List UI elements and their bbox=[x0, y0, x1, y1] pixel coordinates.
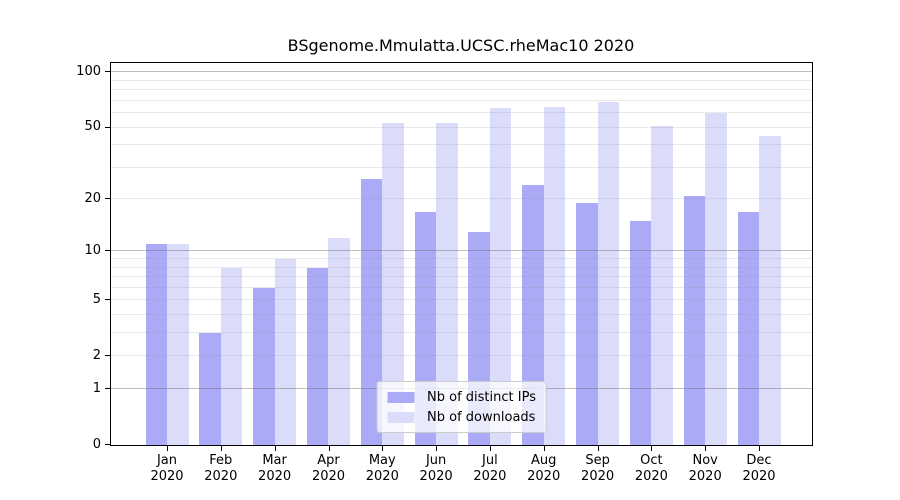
bar-nb-of-downloads-jun bbox=[436, 123, 458, 445]
bar-nb-of-downloads-nov bbox=[705, 113, 727, 445]
x-tick-mark bbox=[220, 446, 222, 451]
x-tick-label: Dec 2020 bbox=[742, 453, 776, 484]
bar-nb-of-distinct-ips-nov bbox=[683, 195, 706, 445]
legend-label-downloads: Nb of downloads bbox=[427, 409, 536, 425]
bar-nb-of-downloads-aug bbox=[543, 106, 566, 445]
x-tick-mark bbox=[489, 446, 491, 451]
x-tick-label: May 2020 bbox=[365, 453, 399, 484]
bars-layer bbox=[111, 63, 812, 445]
chart-title: BSgenome.Mmulatta.UCSC.rheMac10 2020 bbox=[287, 36, 635, 55]
x-tick-label: Apr 2020 bbox=[311, 453, 346, 484]
gridlines-layer bbox=[111, 63, 812, 445]
bar-nb-of-distinct-ips-feb bbox=[199, 333, 221, 445]
y-tick-label: 10 bbox=[84, 242, 101, 258]
y-tick-mark bbox=[105, 198, 110, 200]
x-tick-label: Oct 2020 bbox=[634, 453, 668, 484]
gridline-minor bbox=[111, 266, 812, 268]
bar-nb-of-distinct-ips-oct bbox=[629, 221, 652, 445]
bar-nb-of-distinct-ips-sep bbox=[576, 203, 598, 445]
y-tick-label: 20 bbox=[84, 190, 101, 206]
x-tick-mark bbox=[543, 446, 545, 451]
x-tick-label: Jan 2020 bbox=[150, 453, 184, 484]
x-tick-mark bbox=[651, 446, 653, 451]
x-tick-mark bbox=[382, 446, 384, 451]
gridline-minor bbox=[111, 99, 812, 101]
x-tick-mark bbox=[328, 446, 330, 451]
y-tick-mark bbox=[105, 388, 110, 389]
bar-nb-of-downloads-jul bbox=[489, 108, 512, 445]
legend-label-distinct-ips: Nb of distinct IPs bbox=[427, 389, 536, 405]
gridline-minor bbox=[111, 89, 812, 91]
bar-nb-of-downloads-sep bbox=[597, 102, 620, 445]
y-tick-mark bbox=[105, 71, 110, 73]
y-tick-label: 5 bbox=[92, 291, 101, 307]
gridline-major bbox=[111, 250, 812, 252]
bar-nb-of-downloads-feb bbox=[220, 267, 243, 445]
x-tick-label: Nov 2020 bbox=[688, 453, 722, 484]
x-tick-label: Mar 2020 bbox=[258, 453, 292, 484]
gridline-minor bbox=[111, 314, 812, 316]
gridline-minor bbox=[111, 144, 812, 146]
x-tick-label: Aug 2020 bbox=[527, 453, 561, 484]
plot-area: Nb of distinct IPs Nb of downloads bbox=[110, 62, 813, 446]
x-tick-label: Feb 2020 bbox=[204, 453, 238, 484]
x-tick-mark bbox=[759, 446, 760, 451]
bar-nb-of-downloads-apr bbox=[328, 237, 350, 445]
gridline-minor bbox=[111, 198, 812, 200]
y-tick-label: 1 bbox=[92, 380, 101, 396]
gridline-minor bbox=[111, 355, 812, 357]
gridline-minor bbox=[111, 126, 812, 128]
y-tick-label: 2 bbox=[92, 347, 101, 363]
gridline-minor bbox=[111, 299, 812, 301]
x-tick-mark bbox=[705, 446, 707, 451]
y-tick-mark bbox=[105, 444, 110, 445]
gridline-minor bbox=[111, 79, 812, 81]
x-tick-mark bbox=[436, 446, 438, 451]
x-tick-mark bbox=[167, 446, 168, 451]
y-tick-mark bbox=[105, 126, 110, 128]
bar-nb-of-distinct-ips-apr bbox=[306, 267, 329, 445]
legend: Nb of distinct IPs Nb of downloads bbox=[376, 381, 547, 433]
gridline-minor bbox=[111, 166, 812, 168]
bar-nb-of-downloads-jan bbox=[167, 244, 189, 445]
x-tick-mark bbox=[274, 446, 276, 451]
gridline-minor bbox=[111, 276, 812, 278]
x-tick-label: Jun 2020 bbox=[419, 453, 453, 484]
gridline-major bbox=[111, 71, 812, 73]
legend-swatch-downloads-icon bbox=[387, 411, 415, 423]
y-tick-mark bbox=[105, 299, 110, 301]
bar-nb-of-distinct-ips-may bbox=[360, 178, 383, 445]
bar-nb-of-distinct-ips-aug bbox=[522, 185, 544, 445]
y-tick-mark bbox=[105, 355, 110, 357]
bar-nb-of-distinct-ips-mar bbox=[253, 287, 275, 445]
y-tick-label: 100 bbox=[76, 63, 101, 79]
bar-nb-of-distinct-ips-dec bbox=[737, 211, 760, 445]
bar-nb-of-downloads-may bbox=[382, 123, 404, 445]
gridline-minor bbox=[111, 258, 812, 260]
bar-nb-of-downloads-oct bbox=[651, 126, 673, 445]
legend-item-distinct-ips: Nb of distinct IPs bbox=[387, 387, 536, 407]
gridline-minor bbox=[111, 332, 812, 334]
x-tick-label: Sep 2020 bbox=[581, 453, 615, 484]
bar-nb-of-downloads-dec bbox=[759, 135, 781, 445]
y-tick-label: 50 bbox=[84, 119, 101, 135]
bar-nb-of-distinct-ips-jan bbox=[145, 244, 167, 445]
x-tick-label: Jul 2020 bbox=[473, 453, 507, 484]
y-tick-mark bbox=[105, 250, 110, 252]
x-tick-mark bbox=[597, 446, 599, 451]
legend-item-downloads: Nb of downloads bbox=[387, 407, 536, 427]
y-tick-label: 0 bbox=[92, 436, 101, 452]
gridline-minor bbox=[111, 112, 812, 114]
bar-nb-of-downloads-mar bbox=[274, 259, 297, 445]
legend-swatch-distinct-ips-icon bbox=[387, 391, 415, 403]
gridline-minor bbox=[111, 286, 812, 288]
